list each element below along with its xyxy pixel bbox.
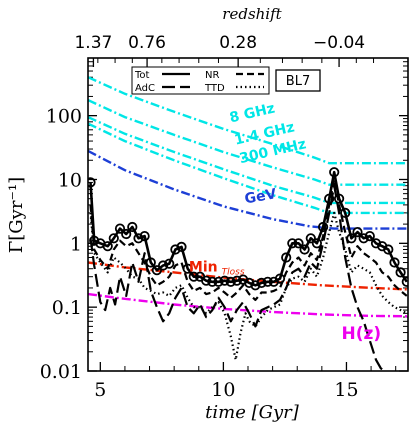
- x-tick-label: 15: [334, 379, 358, 401]
- x-tick-label: 10: [211, 379, 235, 401]
- y-tick-label: 0.01: [40, 361, 82, 383]
- ref-line-1-4-ghz: [88, 99, 408, 186]
- tot-marker: [108, 233, 119, 244]
- tot-marker: [352, 227, 363, 238]
- top-tick-label: 1.37: [74, 33, 112, 53]
- tot-marker: [158, 260, 169, 271]
- tot-marker: [401, 276, 408, 287]
- series-ttd: [89, 211, 408, 361]
- legend-label-nr: NR: [205, 70, 219, 81]
- series-adc: [89, 184, 386, 371]
- y-axis-title: Γ[Gyr⁻¹]: [6, 177, 27, 253]
- tot-marker: [274, 273, 286, 284]
- tot-marker: [329, 167, 340, 178]
- tot-marker: [299, 244, 310, 255]
- y-tick-label: 10: [58, 169, 82, 191]
- y-tick-label: 0.1: [52, 297, 82, 319]
- tot-marker: [244, 277, 255, 288]
- top-tick-label: −0.04: [313, 33, 365, 53]
- x-axis-title: time [Gyr]: [205, 402, 300, 423]
- tot-marker: [102, 241, 113, 252]
- data-series: [88, 167, 408, 371]
- top-tick-label: 0.76: [128, 33, 166, 53]
- ref-label-gev: GeV: [243, 186, 277, 207]
- model-badge: [275, 69, 321, 92]
- tot-marker: [133, 233, 144, 244]
- tot-marker: [207, 276, 218, 287]
- tot-marker: [395, 267, 406, 278]
- tot-marker: [333, 193, 345, 204]
- tot-marker: [256, 277, 267, 288]
- tot-marker: [250, 280, 261, 291]
- tot-marker: [139, 231, 150, 242]
- legend-label-adc: AdC: [135, 83, 155, 94]
- tot-marker: [170, 244, 181, 255]
- top-axis-title: redshift: [222, 5, 282, 23]
- tot-marker: [176, 241, 187, 252]
- ref-line-gev: [88, 149, 408, 230]
- tot-marker: [389, 257, 400, 268]
- ref-label-min: Min Tloss: [189, 260, 245, 278]
- tot-marker: [364, 231, 375, 242]
- tot-marker: [317, 221, 329, 233]
- tot-marker: [311, 238, 322, 249]
- tot-marker: [121, 228, 132, 240]
- tot-marker: [262, 276, 273, 287]
- tot-marker: [305, 233, 316, 244]
- tot-marker: [164, 258, 175, 269]
- legend: Tot AdC NR TTD BL7: [131, 66, 321, 95]
- tot-marker: [340, 207, 351, 218]
- tot-marker: [358, 233, 369, 244]
- y-axis-ticks: 0.01 0.1 1 10 100: [40, 57, 408, 383]
- legend-label-ttd: TTD: [204, 83, 225, 94]
- tot-marker: [225, 276, 236, 287]
- tot-marker: [231, 275, 242, 286]
- tot-marker: [219, 275, 230, 286]
- top-tick-label: 0.28: [219, 33, 257, 53]
- model-badge-label: BL7: [286, 74, 310, 89]
- y-tick-label: 1: [70, 233, 82, 255]
- tot-marker: [281, 252, 292, 263]
- tot-marker: [151, 265, 162, 276]
- tot-marker: [383, 244, 394, 255]
- top-axis-ticks: 1.37 0.76 0.28 −0.04: [74, 33, 375, 67]
- ref-label-8-ghz: 8 GHz: [228, 101, 276, 127]
- legend-box: [131, 66, 270, 95]
- tot-marker: [188, 271, 199, 282]
- tot-marker: [127, 221, 138, 233]
- ref-line-300-mhz: [88, 116, 408, 205]
- tot-marker: [114, 223, 126, 234]
- ref-label-h-z-: H(z): [342, 324, 382, 344]
- tot-marker: [201, 275, 212, 286]
- legend-label-tot: Tot: [134, 70, 150, 81]
- tot-marker: [88, 177, 96, 188]
- ref-line-8-ghz: [88, 76, 408, 165]
- tot-marker: [213, 276, 224, 287]
- y-tick-label: 100: [46, 106, 82, 128]
- tot-marker: [293, 238, 304, 249]
- x-tick-label: 5: [94, 379, 106, 401]
- ref-line-cyan-extra: [88, 122, 408, 215]
- tot-marker: [287, 238, 298, 249]
- plot-frame: [87, 57, 409, 372]
- x-axis-ticks: 5 10 15: [94, 362, 397, 401]
